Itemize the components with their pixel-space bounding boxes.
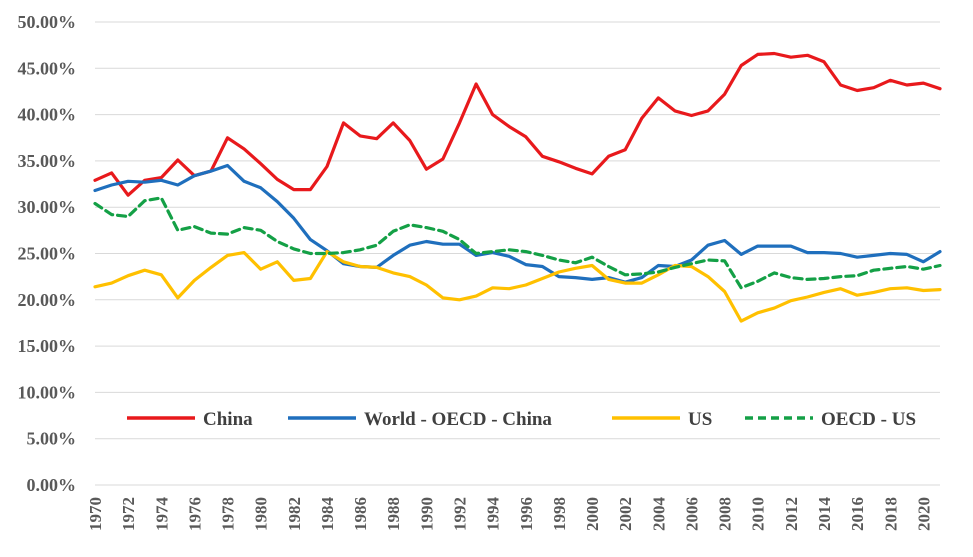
x-tick-label: 1984: [318, 497, 337, 532]
x-tick-label: 1990: [417, 497, 436, 531]
y-tick-label: 25.00%: [18, 244, 77, 264]
x-tick-label: 2018: [881, 497, 900, 531]
legend-label: China: [203, 409, 253, 430]
y-tick-label: 45.00%: [18, 58, 77, 78]
x-tick-label: 2002: [616, 497, 635, 531]
x-tick-label: 2010: [749, 497, 768, 531]
x-tick-label: 1982: [285, 497, 304, 531]
x-tick-label: 1994: [484, 497, 503, 532]
x-tick-label: 1972: [119, 497, 138, 531]
series-line-china: [93, 51, 942, 197]
y-tick-label: 5.00%: [27, 429, 77, 449]
x-tick-label: 1970: [86, 497, 105, 531]
x-tick-label: 1978: [219, 497, 238, 531]
y-tick-label: 30.00%: [18, 197, 77, 217]
legend: China World - OECD - China US OECD - US: [127, 409, 916, 430]
x-tick-label: 1976: [185, 497, 204, 531]
legend-label: US: [688, 409, 712, 430]
x-tick-label: 1998: [550, 497, 569, 531]
series-line-oecd-us: [93, 196, 942, 290]
x-tick-label: 2008: [716, 497, 735, 531]
series-lines: [93, 51, 942, 323]
x-tick-label: 2014: [815, 497, 834, 532]
x-tick-label: 2006: [682, 497, 701, 531]
y-tick-label: 20.00%: [18, 290, 77, 310]
legend-label: OECD - US: [821, 409, 916, 430]
x-tick-label: 1986: [351, 497, 370, 531]
x-tick-label: 1980: [252, 497, 271, 531]
series-line-us: [93, 250, 942, 323]
x-tick-label: 2016: [848, 497, 867, 531]
legend-label: World - OECD - China: [364, 409, 552, 430]
x-tick-label: 1974: [152, 497, 171, 532]
x-tick-label: 1992: [451, 497, 470, 531]
x-tick-label: 1996: [517, 497, 536, 531]
x-tick-label: 2000: [583, 497, 602, 531]
y-tick-label: 40.00%: [18, 105, 77, 125]
x-axis-tick-labels: 1970 1972 1974 1976 1978 1980 1982 1984 1986 1988…: [86, 497, 933, 532]
x-tick-label: 1988: [384, 497, 403, 531]
y-tick-label: 35.00%: [18, 151, 77, 171]
y-tick-label: 15.00%: [18, 336, 77, 356]
x-tick-label: 2012: [782, 497, 801, 531]
x-tick-label: 2020: [914, 497, 933, 531]
y-tick-label: 10.00%: [18, 382, 77, 402]
y-axis-tick-labels: 0.00% 5.00% 10.00% 15.00% 20.00% 25.00% 30.00%…: [18, 12, 77, 495]
series-line-world-oecd-china: [93, 163, 942, 284]
y-tick-label: 0.00%: [27, 475, 77, 495]
x-tick-label: 2004: [649, 497, 668, 532]
y-tick-label: 50.00%: [18, 12, 77, 32]
